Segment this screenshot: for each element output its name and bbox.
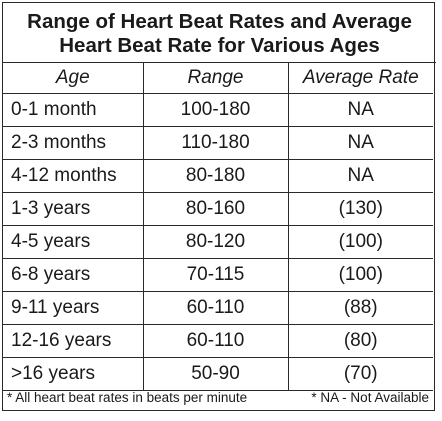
title-line-2: Heart Beat Rate for Various Ages — [59, 34, 380, 57]
table-title: Range of Heart Beat Rates and Average He… — [3, 5, 436, 63]
age-cell: 4-5 years — [3, 224, 144, 259]
header-row: Age Range Average Rate — [3, 63, 433, 94]
table-footnotes: * All heart beat rates in beats per minu… — [3, 386, 433, 410]
age-cell: 0-1 month — [3, 92, 144, 127]
average-rate-cell: NA — [287, 158, 433, 193]
range-cell: 100-180 — [142, 92, 289, 127]
average-rate-cell: (88) — [287, 290, 433, 325]
table-row: 6-8 years 70-115 (100) — [3, 257, 433, 292]
age-cell: 1-3 years — [3, 191, 144, 226]
age-cell: 4-12 months — [3, 158, 144, 193]
age-cell: >16 years — [3, 356, 144, 391]
average-rate-cell: (130) — [287, 191, 433, 226]
table-row: 2-3 months 110-180 NA — [3, 125, 433, 160]
average-rate-cell: (100) — [287, 257, 433, 292]
range-cell: 80-180 — [142, 158, 289, 193]
range-cell: 110-180 — [142, 125, 289, 160]
range-cell: 80-160 — [142, 191, 289, 226]
average-rate-cell: (100) — [287, 224, 433, 259]
table-row: 4-12 months 80-180 NA — [3, 158, 433, 193]
age-cell: 6-8 years — [3, 257, 144, 292]
table-row: 9-11 years 60-110 (88) — [3, 290, 433, 325]
table-row: 0-1 month 100-180 NA — [3, 92, 433, 127]
table-row: >16 years 50-90 (70) — [3, 356, 433, 391]
range-cell: 80-120 — [142, 224, 289, 259]
range-cell: 70-115 — [142, 257, 289, 292]
range-cell: 50-90 — [142, 356, 289, 391]
header-average-rate: Average Rate — [287, 63, 433, 94]
heart-rate-table-frame: Range of Heart Beat Rates and Average He… — [2, 2, 436, 411]
header-age: Age — [3, 63, 144, 94]
age-cell: 9-11 years — [3, 290, 144, 325]
table-row: 12-16 years 60-110 (80) — [3, 323, 433, 358]
table-row: 4-5 years 80-120 (100) — [3, 224, 433, 259]
header-range: Range — [142, 63, 289, 94]
range-cell: 60-110 — [142, 323, 289, 358]
title-line-1: Range of Heart Beat Rates and Average — [27, 10, 412, 33]
age-cell: 12-16 years — [3, 323, 144, 358]
heart-rate-table: Age Range Average Rate 0-1 month 100-180… — [3, 63, 433, 391]
range-cell: 60-110 — [142, 290, 289, 325]
footnote-na: * NA - Not Available — [311, 390, 429, 405]
average-rate-cell: NA — [287, 92, 433, 127]
age-cell: 2-3 months — [3, 125, 144, 160]
average-rate-cell: (80) — [287, 323, 433, 358]
average-rate-cell: (70) — [287, 356, 433, 391]
footnote-units: * All heart beat rates in beats per minu… — [7, 390, 248, 405]
table-row: 1-3 years 80-160 (130) — [3, 191, 433, 226]
average-rate-cell: NA — [287, 125, 433, 160]
